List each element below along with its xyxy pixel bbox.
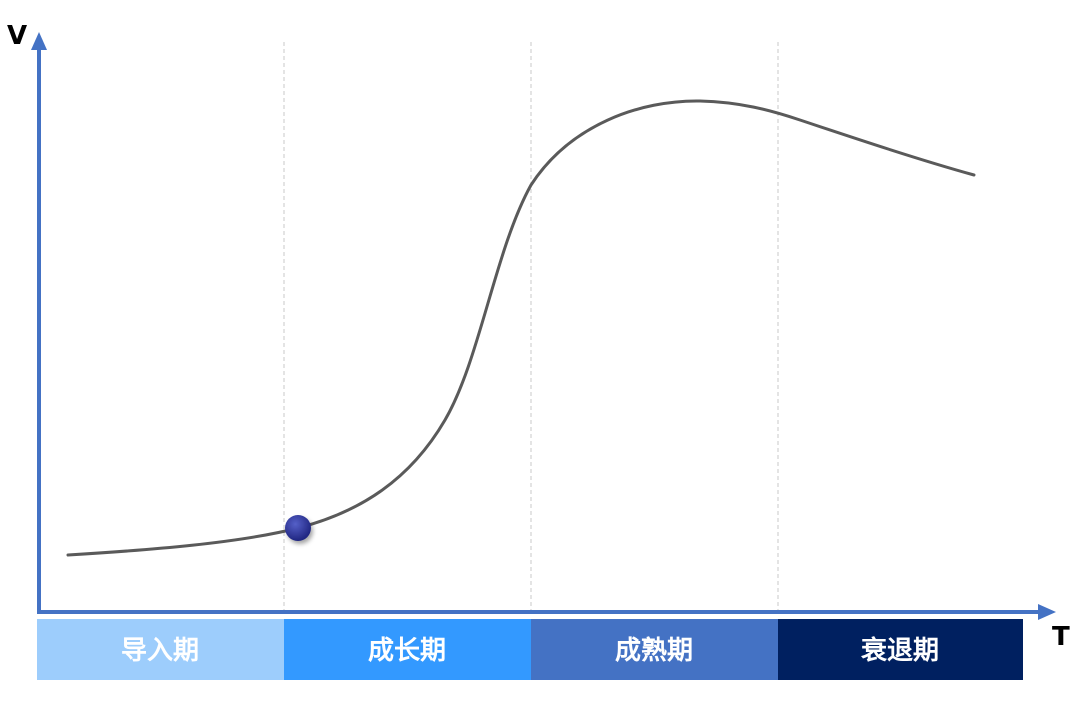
y-axis-label: V bbox=[7, 21, 27, 51]
stage-block-introduction bbox=[37, 619, 284, 680]
position-marker-dot bbox=[285, 515, 311, 541]
stage-band: 导入期 成长期 成熟期 衰退期 bbox=[37, 619, 1023, 680]
x-axis-label: T bbox=[1052, 622, 1070, 652]
stage-label-maturity: 成熟期 bbox=[615, 635, 693, 666]
stage-block-growth bbox=[284, 619, 531, 680]
x-axis-arrowhead bbox=[1038, 604, 1056, 620]
stage-block-maturity bbox=[531, 619, 778, 680]
stage-label-growth: 成长期 bbox=[368, 636, 446, 666]
stage-label-introduction: 导入期 bbox=[121, 636, 199, 666]
stage-label-decline: 衰退期 bbox=[860, 635, 939, 666]
lifecycle-curve bbox=[66, 99, 976, 557]
y-axis-arrowhead bbox=[31, 32, 47, 50]
stage-block-decline bbox=[778, 619, 1023, 680]
